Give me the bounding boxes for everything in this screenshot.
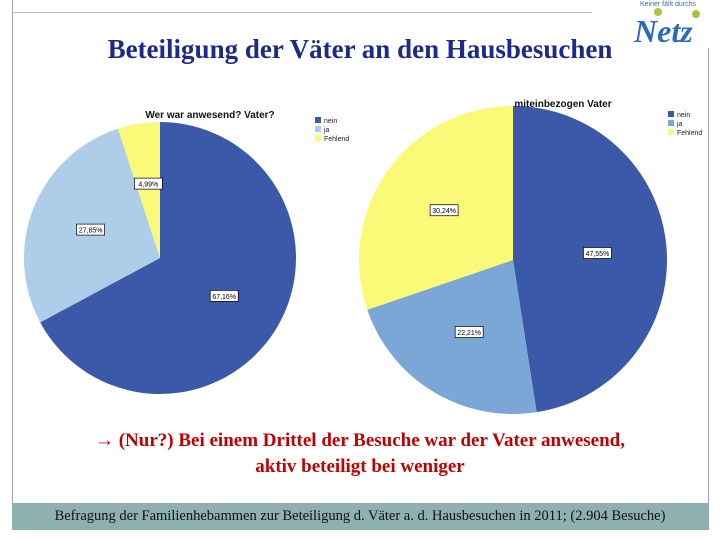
legend-swatch (668, 129, 674, 135)
legend-swatch (315, 135, 321, 141)
data-label: 47,55% (586, 251, 610, 258)
pie-slice-nein (513, 106, 667, 413)
data-label: 22,21% (457, 330, 481, 337)
data-label: 67,16% (212, 294, 236, 301)
legend-label: Fehlend (324, 136, 349, 143)
legend-label: ja (676, 121, 683, 128)
data-label-box (429, 204, 459, 217)
data-label-box (583, 247, 612, 259)
message-line-1: (Nur?) Bei einem Drittel der Besuche war… (118, 430, 625, 451)
legend-swatch (315, 126, 321, 132)
arrow-icon: → (94, 430, 114, 451)
data-label: 4,99% (138, 182, 158, 189)
legend-swatch (668, 111, 674, 117)
pie-slice-ja (367, 260, 537, 414)
chart-title: Wer war anwesend? Vater? (145, 110, 274, 121)
frame-line (708, 48, 709, 530)
legend-label: nein (324, 118, 337, 125)
legend-swatch (668, 120, 674, 126)
data-label-box (454, 326, 484, 338)
message-line-2: aktiv beteiligt bei weniger (255, 456, 465, 477)
conclusion-message: → (Nur?) Bei einem Drittel der Besuche w… (12, 428, 708, 480)
data-label: 30,24% (432, 208, 456, 215)
pie-slice-fehlend (118, 122, 160, 258)
data-label-box (133, 177, 163, 190)
pie-slice-nein (40, 122, 297, 394)
slide-title: Beteiligung der Väter an den Hausbesuche… (107, 34, 613, 64)
legend-label: nein (677, 112, 690, 119)
frame-line (12, 12, 592, 13)
chart-title: miteinbezogen Vater (514, 99, 611, 110)
data-label-box (209, 290, 239, 302)
frame-line (12, 0, 13, 530)
legend-label: Fehlend (677, 130, 702, 137)
svg-text:Netz: Netz (633, 13, 693, 46)
data-label-box (76, 223, 105, 236)
svg-text:Keiner fällt durchs: Keiner fällt durchs (640, 1, 697, 8)
legend-label: ja (323, 127, 330, 134)
legend-swatch (315, 117, 321, 123)
netz-logo: Keiner fällt durchs Netz (633, 1, 700, 46)
data-label: 27,85% (79, 228, 103, 235)
source-footer: Befragung der Familienhebammen zur Betei… (12, 503, 708, 530)
